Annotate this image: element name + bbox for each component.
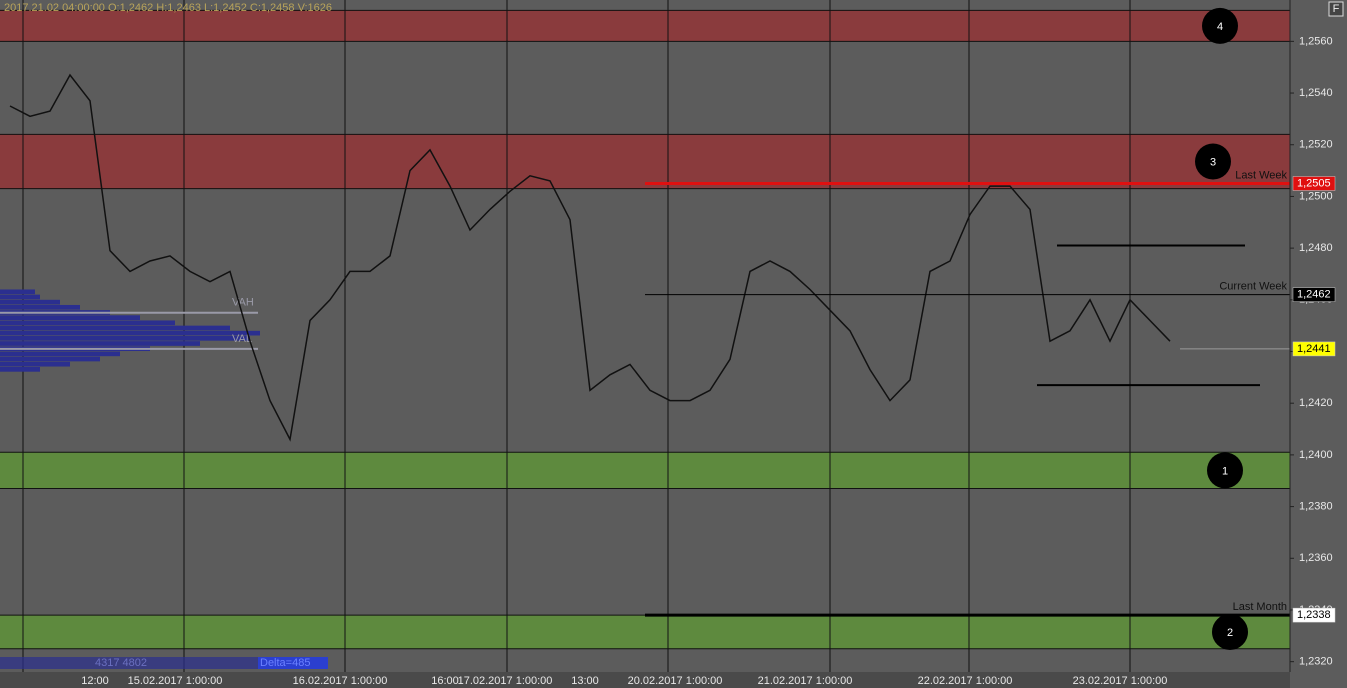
y-tick-label: 1,2500 xyxy=(1299,190,1333,202)
level-price-box xyxy=(1292,176,1336,191)
zone xyxy=(0,452,1290,489)
profile-bar xyxy=(0,356,100,362)
profile-bar xyxy=(0,304,80,310)
level-name: Last Month xyxy=(1233,601,1287,613)
zone-badge xyxy=(1212,613,1248,650)
level-price-box xyxy=(1292,341,1336,357)
y-tick-label: 1,2360 xyxy=(1299,552,1333,564)
x-tick-label: 21.02.2017 1:00:00 xyxy=(758,675,853,687)
zone-badge-label: 4 xyxy=(1217,21,1223,33)
x-tick-label: 12:00 xyxy=(81,675,109,687)
profile-bar xyxy=(0,299,60,305)
profile-bar xyxy=(0,315,140,320)
zone-badge xyxy=(1207,452,1243,489)
x-tick-label: 13:00 xyxy=(571,675,599,687)
zone-badge-label: 3 xyxy=(1210,156,1216,168)
y-tick-label: 1,2540 xyxy=(1299,87,1333,99)
x-tick-label: 22.02.2017 1:00:00 xyxy=(918,675,1013,687)
level-name: Last Week xyxy=(1235,169,1287,181)
ohlc-header: 2017.21.02 04:00:00 O:1,2462 H:1,2463 L:… xyxy=(4,2,332,14)
x-tick-label: 16.02.2017 1:00:00 xyxy=(293,675,388,687)
level-price-box xyxy=(1292,287,1336,302)
vah-label: VAH xyxy=(232,297,254,309)
profile-bar xyxy=(0,336,250,341)
corner-button-label[interactable]: F xyxy=(1333,3,1340,15)
time-axis-panel xyxy=(0,672,1290,688)
footer-delta-box xyxy=(258,657,328,669)
y-tick-label: 1,2520 xyxy=(1299,139,1333,151)
level-price-label: 1,2338 xyxy=(1297,609,1331,621)
zone xyxy=(0,10,1290,42)
profile-bar xyxy=(0,320,175,326)
profile-bar xyxy=(0,325,230,331)
zone-badge xyxy=(1202,7,1238,44)
profile-bar xyxy=(0,367,40,372)
zone-badge xyxy=(1195,143,1231,180)
y-tick-label: 1,2420 xyxy=(1299,397,1333,409)
x-tick-label: 23.02.2017 1:00:00 xyxy=(1073,675,1168,687)
zone-badge-label: 2 xyxy=(1227,627,1233,639)
y-tick-label: 1,2480 xyxy=(1299,242,1333,254)
level-price-label: 1,2462 xyxy=(1297,289,1331,301)
level-price-box xyxy=(1292,607,1336,623)
level-name: Current Week xyxy=(1219,281,1287,293)
y-tick-label: 1,2380 xyxy=(1299,500,1333,512)
x-tick-label: 16:00 xyxy=(431,675,459,687)
profile-bar xyxy=(0,294,40,300)
profile-bar xyxy=(0,341,200,346)
val-label: VAL xyxy=(232,333,252,345)
footer-volume-box xyxy=(0,657,258,669)
corner-button[interactable] xyxy=(1328,1,1344,17)
footer-delta: Delta=485 xyxy=(260,657,310,669)
footer-volumes: 4317 4802 xyxy=(95,657,147,669)
level-price-label: 1,2441 xyxy=(1297,343,1331,355)
x-tick-label: 17.02.2017 1:00:00 xyxy=(458,675,553,687)
level-price-label: 1,2505 xyxy=(1297,177,1331,189)
y-tick-label: 1,2320 xyxy=(1299,656,1333,668)
profile-bar xyxy=(0,289,35,295)
profile-bar xyxy=(0,361,70,367)
zone xyxy=(0,615,1290,649)
profile-bar xyxy=(0,330,260,336)
profile-bar xyxy=(0,351,120,357)
zone-badge-label: 1 xyxy=(1222,465,1228,477)
y-tick-label: 1,2400 xyxy=(1299,449,1333,461)
y-tick-label: 1,2560 xyxy=(1299,35,1333,47)
x-tick-label: 15.02.2017 1:00:00 xyxy=(128,675,223,687)
x-tick-label: 20.02.2017 1:00:00 xyxy=(628,675,723,687)
price-line xyxy=(9,73,1171,442)
zone xyxy=(0,134,1290,189)
